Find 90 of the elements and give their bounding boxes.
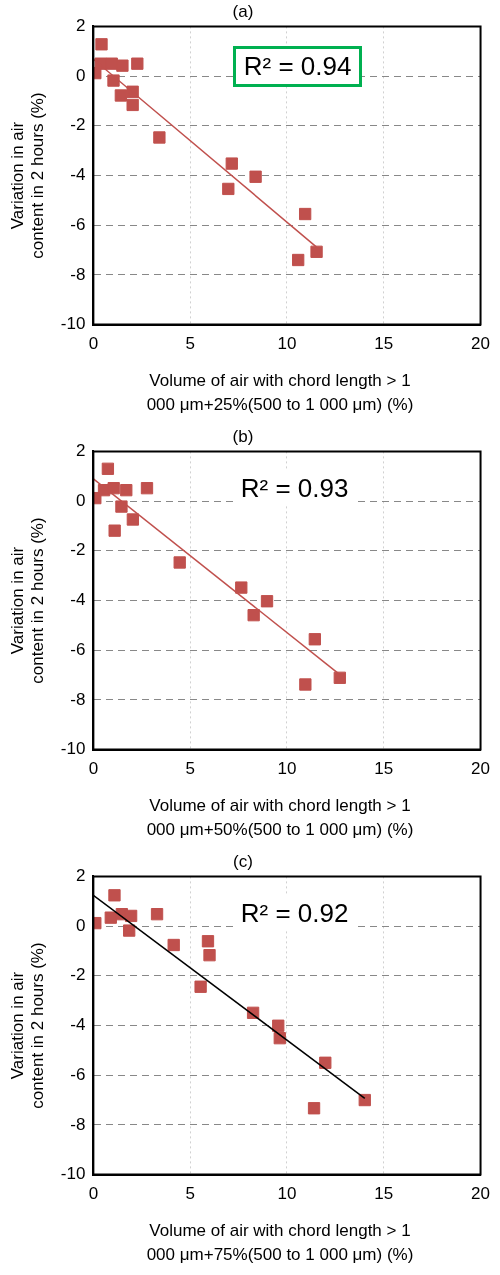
point xyxy=(114,89,128,102)
chart-title: (b) xyxy=(232,426,254,446)
x-tick-label: 15 xyxy=(374,334,394,354)
x-tick-label: 20 xyxy=(471,334,491,354)
point xyxy=(173,556,186,569)
point xyxy=(247,609,260,622)
point xyxy=(104,911,117,924)
y-tick-label: -4 xyxy=(70,165,86,185)
point xyxy=(153,131,166,144)
x-axis-title: Volume of air with chord length > 1 000 μm+50%(500 to 1 000 μm) (%) xyxy=(145,795,415,841)
point xyxy=(222,182,235,196)
x-tick-label: 20 xyxy=(471,1184,491,1204)
y-tick-label: -10 xyxy=(60,314,86,334)
x-tick-label: 0 xyxy=(88,759,99,779)
y-tick-label: 0 xyxy=(75,65,86,85)
x-tick-label: 5 xyxy=(185,334,195,354)
x-tick-label: 20 xyxy=(471,759,491,779)
chart-title: (a) xyxy=(232,1,254,21)
point xyxy=(107,74,120,87)
point xyxy=(358,1093,371,1107)
point xyxy=(126,513,140,526)
y-tick-label: -8 xyxy=(70,689,86,709)
x-tick-label: 10 xyxy=(277,759,297,779)
point xyxy=(249,170,262,183)
y-tick-label: 0 xyxy=(75,915,86,935)
y-tick-label: -2 xyxy=(70,540,86,560)
x-tick-label: 5 xyxy=(185,1184,195,1204)
point xyxy=(150,908,164,921)
point xyxy=(126,85,139,98)
y-tick-label: 2 xyxy=(75,866,86,886)
chart-title: (c) xyxy=(233,851,253,871)
point xyxy=(292,253,305,267)
point xyxy=(260,595,274,608)
x-tick-label: 10 xyxy=(277,334,297,354)
point xyxy=(225,157,238,170)
y-tick-label: -8 xyxy=(70,264,86,284)
y-tick-label: 0 xyxy=(75,490,86,510)
y-tick-label: -2 xyxy=(70,115,86,135)
x-tick-label: 15 xyxy=(374,1184,394,1204)
point xyxy=(201,935,215,948)
point xyxy=(115,500,128,513)
point xyxy=(120,484,133,497)
point xyxy=(307,1102,321,1115)
point xyxy=(310,245,323,258)
x-tick-label: 0 xyxy=(88,1184,99,1204)
y-axis-title: Variation in air content in 2 hours (%) xyxy=(7,942,48,1109)
point xyxy=(299,678,312,691)
point xyxy=(116,59,129,72)
x-axis-title: Volume of air with chord length > 1 000 μm+25%(500 to 1 000 μm) (%) xyxy=(145,370,415,416)
point xyxy=(123,924,136,937)
x-tick-label: 5 xyxy=(185,759,195,779)
point xyxy=(105,57,118,70)
annotation: R² = 0.93 xyxy=(232,471,357,507)
y-tick-label: -6 xyxy=(70,1064,86,1084)
point xyxy=(308,633,321,646)
y-tick-label: -6 xyxy=(70,214,86,234)
point xyxy=(131,57,144,70)
y-tick-label: -10 xyxy=(60,739,86,759)
point xyxy=(101,462,115,475)
y-axis-title: Variation in air content in 2 hours (%) xyxy=(7,92,48,259)
y-tick-label: 2 xyxy=(75,441,86,461)
point xyxy=(95,38,108,51)
y-tick-label: -4 xyxy=(70,1015,86,1035)
point xyxy=(203,949,216,962)
point xyxy=(124,909,138,923)
point xyxy=(333,671,346,684)
x-axis-title: Volume of air with chord length > 1 000 μm+75%(500 to 1 000 μm) (%) xyxy=(145,1220,415,1266)
x-tick-label: 15 xyxy=(374,759,394,779)
y-axis-title: Variation in air content in 2 hours (%) xyxy=(7,517,48,684)
point xyxy=(108,524,121,537)
point xyxy=(272,1019,285,1032)
x-tick-label: 0 xyxy=(88,334,99,354)
y-tick-label: -10 xyxy=(60,1164,86,1184)
point xyxy=(126,98,139,112)
y-tick-label: -2 xyxy=(70,965,86,985)
y-tick-label: -4 xyxy=(70,590,86,610)
point xyxy=(107,482,120,495)
point xyxy=(194,980,207,993)
y-tick-label: -6 xyxy=(70,639,86,659)
annotation: R² = 0.92 xyxy=(232,896,357,932)
y-tick-label: 2 xyxy=(75,16,86,36)
outline-box: R² = 0.94 xyxy=(232,46,363,88)
y-tick-label: -8 xyxy=(70,1114,86,1134)
point xyxy=(140,482,154,495)
point xyxy=(299,207,312,221)
x-tick-label: 10 xyxy=(277,1184,297,1204)
point xyxy=(319,1056,332,1069)
point xyxy=(235,581,248,594)
point xyxy=(108,889,121,902)
point xyxy=(167,938,180,952)
